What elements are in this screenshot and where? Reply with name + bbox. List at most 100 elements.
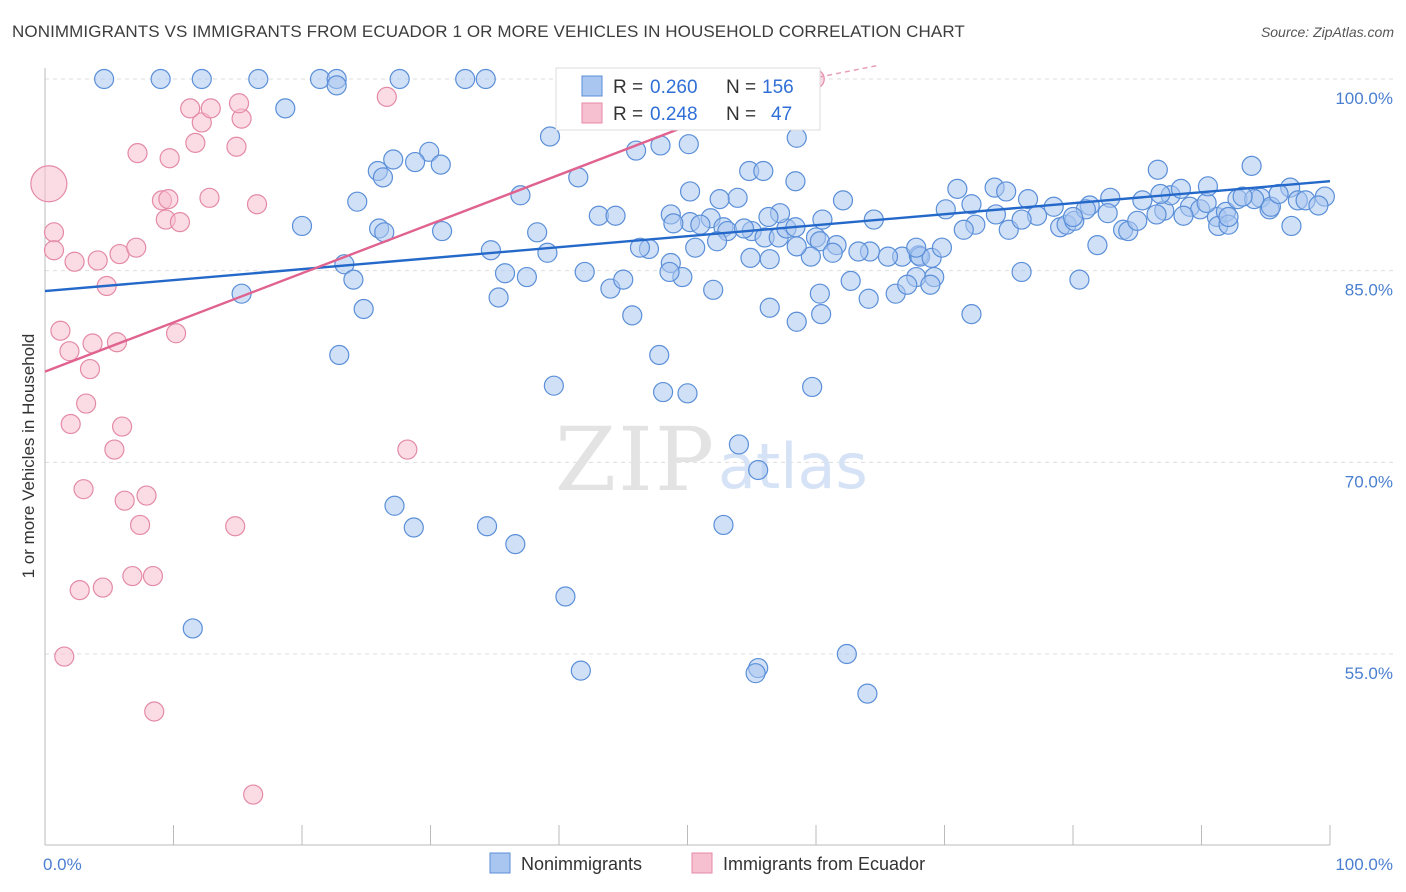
y-axis-label: 1 or more Vehicles in Household — [19, 334, 38, 579]
immigrant-point — [200, 98, 221, 119]
nonimmigrant-point — [94, 68, 115, 90]
nonimmigrant-point — [488, 287, 509, 308]
series-legend-swatch-blue — [489, 852, 511, 874]
nonimmigrant-point — [475, 68, 496, 90]
nonimmigrant-point — [326, 75, 347, 96]
nonimmigrant-point — [329, 344, 350, 366]
legend-swatch-blue — [581, 75, 603, 97]
nonimmigrant-point — [1173, 205, 1194, 226]
nonimmigrant-point — [947, 178, 968, 199]
immigrant-point — [43, 222, 65, 243]
nonimmigrant-point — [150, 68, 171, 90]
nonimmigrant-point — [811, 304, 832, 325]
nonimmigrant-point — [690, 214, 711, 235]
immigrant-point — [199, 187, 220, 208]
x-tick-label-right: 100.0% — [1335, 855, 1393, 874]
y-tick-label: 85.0% — [1345, 281, 1393, 300]
immigrant-point — [129, 514, 151, 536]
immigrant-point — [60, 413, 81, 435]
nonimmigrant-point — [753, 160, 774, 182]
nonimmigrant-point — [685, 237, 706, 258]
nonimmigrant-point — [275, 98, 296, 119]
nonimmigrant-point — [516, 266, 537, 288]
legend-n-value-blue: 156 — [762, 77, 794, 98]
nonimmigrant-point — [709, 189, 730, 210]
immigrant-point — [165, 323, 187, 344]
immigrant-point — [243, 784, 264, 805]
legend-n-label-pink: N = — [726, 104, 756, 125]
nonimmigrant-point — [622, 305, 643, 326]
immigrant-point — [92, 577, 113, 598]
legend-r-value-blue: 0.260 — [650, 77, 698, 98]
nonimmigrant-point — [1241, 155, 1262, 176]
immigrant-point — [122, 565, 143, 587]
immigrant-point — [54, 646, 75, 667]
nonimmigrant-point — [759, 249, 780, 270]
nonimmigrant-point — [625, 140, 647, 161]
nonimmigrant-point — [733, 218, 755, 239]
x-ticks — [44, 825, 1331, 845]
nonimmigrant-point — [248, 68, 269, 90]
nonimmigrant-point — [182, 618, 203, 639]
nonimmigrant-point — [649, 344, 670, 366]
immigrant-point — [104, 439, 125, 460]
nonimmigrants-points — [94, 68, 1335, 704]
immigrant-point — [185, 132, 206, 153]
legend-r-label-pink: R = — [613, 104, 643, 125]
nonimmigrant-point — [906, 237, 927, 258]
immigrant-point — [246, 194, 268, 215]
immigrant-point — [111, 416, 133, 437]
legend-swatch-pink — [581, 102, 603, 124]
watermark: ZIP atlas — [555, 408, 868, 511]
immigrant-point — [76, 393, 97, 414]
nonimmigrant-point — [931, 237, 953, 258]
immigrant-point — [376, 86, 397, 107]
nonimmigrant-point — [935, 199, 956, 220]
immigrant-point — [169, 212, 191, 233]
immigrant-point — [226, 136, 247, 157]
nonimmigrant-point — [1232, 186, 1253, 207]
immigrant-point — [50, 320, 71, 341]
immigrant-point — [136, 485, 157, 506]
immigrant-point — [64, 251, 85, 272]
nonimmigrant-point — [419, 141, 440, 162]
immigrants-points — [30, 68, 825, 805]
nonimmigrant-point — [347, 191, 368, 212]
immigrant-point — [43, 240, 65, 261]
nonimmigrant-point — [343, 269, 364, 290]
nonimmigrant-point — [1062, 206, 1084, 228]
nonimmigrant-point — [1087, 235, 1108, 256]
nonimmigrant-point — [857, 683, 878, 704]
immigrant-point — [69, 580, 90, 601]
nonimmigrant-point — [431, 220, 453, 242]
nonimmigrant-point — [786, 236, 807, 257]
y-tick-labels: 100.0% 85.0% 70.0% 55.0% — [1335, 89, 1393, 683]
legend-r-value-pink: 0.248 — [650, 104, 698, 125]
nonimmigrant-point — [677, 383, 698, 404]
nonimmigrant-point — [713, 514, 734, 536]
nonimmigrant-point — [384, 495, 405, 516]
trend-line-nonimmigrants — [44, 180, 1331, 293]
nonimmigrant-point — [785, 171, 806, 192]
nonimmigrant-point — [1218, 206, 1239, 228]
nonimmigrant-point — [430, 154, 451, 175]
nonimmigrant-point — [605, 205, 626, 226]
nonimmigrant-point — [539, 126, 561, 147]
immigrant-point — [158, 189, 179, 210]
nonimmigrant-point — [745, 663, 766, 684]
nonimmigrant-point — [858, 288, 879, 309]
immigrant-point — [142, 565, 164, 587]
legend-n-label-blue: N = — [726, 77, 756, 98]
nonimmigrant-point — [822, 242, 843, 263]
nonimmigrant-point — [728, 434, 750, 455]
nonimmigrant-point — [1127, 210, 1148, 231]
nonimmigrant-point — [476, 516, 498, 537]
nonimmigrant-point — [383, 149, 404, 170]
nonimmigrant-point — [505, 534, 526, 555]
nonimmigrant-point — [389, 68, 410, 90]
chart-title: NONIMMIGRANTS VS IMMIGRANTS FROM ECUADOR… — [12, 22, 965, 41]
nonimmigrant-point — [800, 246, 821, 267]
nonimmigrant-point — [291, 215, 313, 237]
nonimmigrant-point — [494, 263, 516, 284]
